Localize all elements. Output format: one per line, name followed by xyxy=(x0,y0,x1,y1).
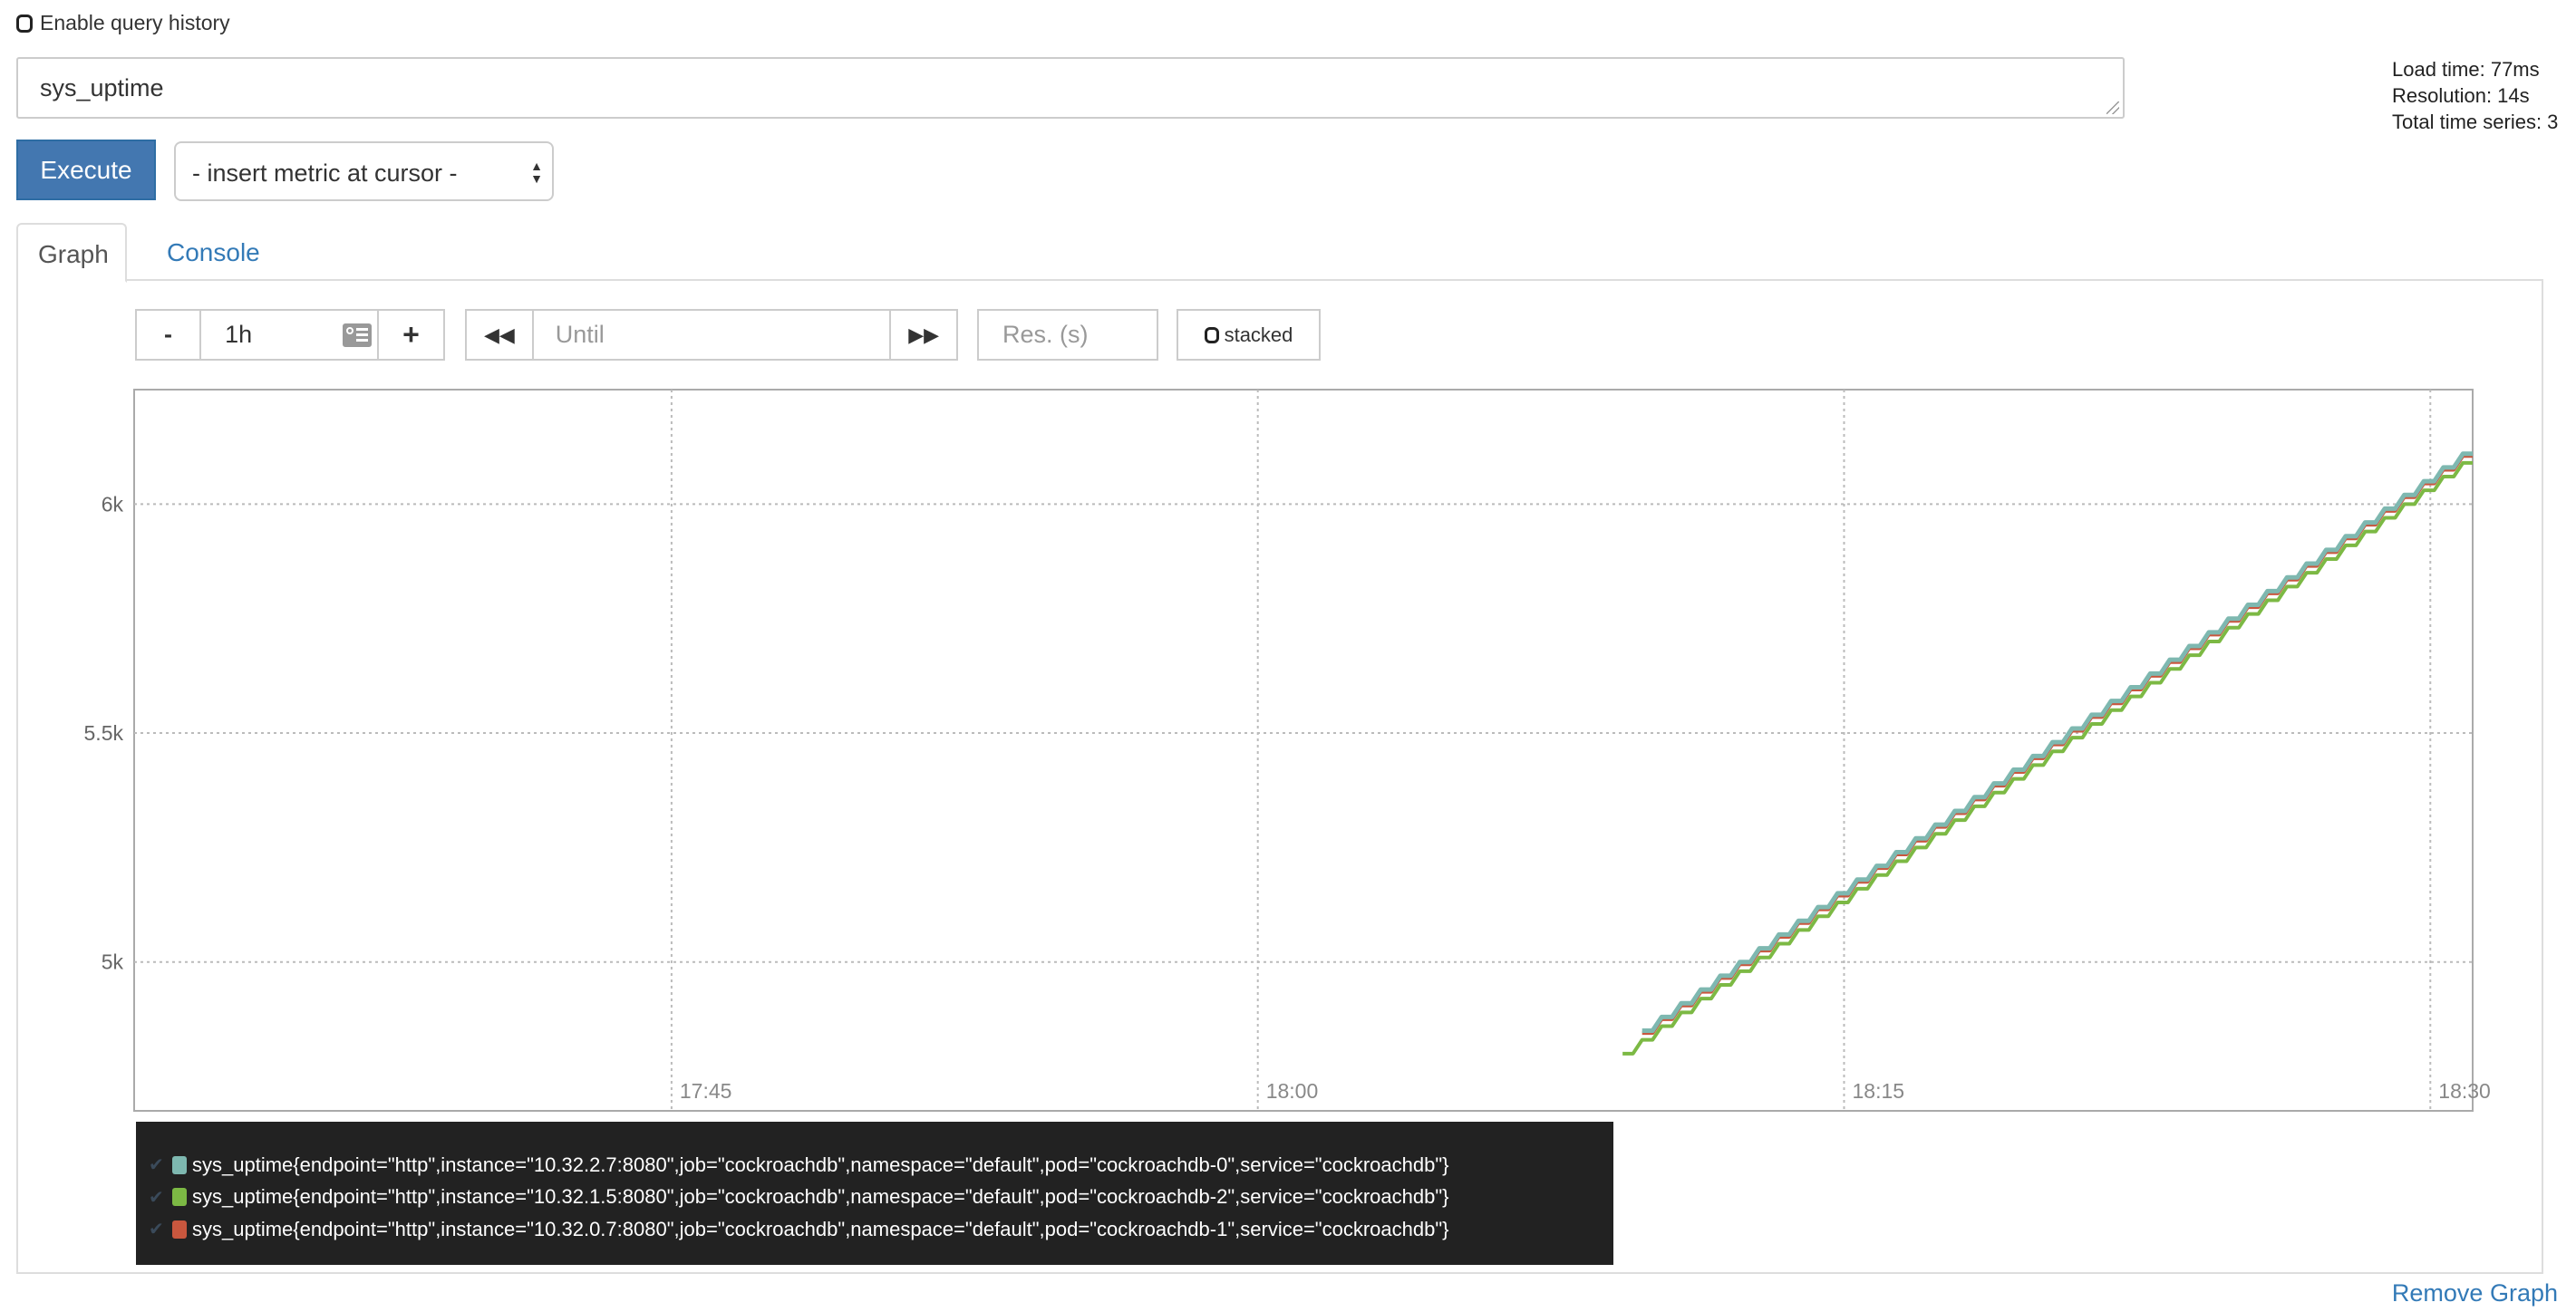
range-control: - 1h + xyxy=(135,309,445,361)
series-line xyxy=(1641,454,2473,1036)
expression-value: sys_uptime xyxy=(40,74,164,101)
graph-panel xyxy=(16,279,2543,1274)
chart-legend: ✔ sys_uptime{endpoint="http",instance="10… xyxy=(136,1122,1613,1265)
expression-input[interactable]: sys_uptime xyxy=(16,57,2125,119)
legend-item[interactable]: ✔ sys_uptime{endpoint="http",instance="10… xyxy=(149,1182,1613,1214)
check-icon[interactable]: ✔ xyxy=(149,1220,164,1240)
stacked-toggle[interactable]: stacked xyxy=(1177,309,1321,361)
select-arrows-icon: ▲ ▼ xyxy=(530,159,543,186)
query-history-checkbox[interactable] xyxy=(16,14,33,33)
check-icon[interactable]: ✔ xyxy=(149,1155,164,1176)
check-icon[interactable]: ✔ xyxy=(149,1187,164,1208)
legend-item[interactable]: ✔ sys_uptime{endpoint="http",instance="10… xyxy=(149,1213,1613,1246)
stacked-label: stacked xyxy=(1224,323,1293,346)
resolution-input[interactable]: Res. (s) xyxy=(977,309,1158,361)
range-increase-button[interactable]: + xyxy=(402,318,420,351)
y-tick-label: 5.5k xyxy=(84,721,124,745)
x-tick-label: 18:15 xyxy=(1852,1079,1904,1103)
fast-backward-icon[interactable]: ◀◀ xyxy=(467,311,534,359)
fast-forward-icon[interactable]: ▶▶ xyxy=(908,323,940,346)
legend-label: sys_uptime{endpoint="http",instance="10.… xyxy=(192,1185,1449,1209)
legend-label: sys_uptime{endpoint="http",instance="10.… xyxy=(192,1217,1449,1240)
series-line xyxy=(1641,451,2473,1034)
series-line xyxy=(1622,460,2473,1056)
until-input[interactable]: Until xyxy=(534,311,892,359)
x-tick-label: 18:30 xyxy=(2438,1079,2491,1103)
enable-query-history[interactable]: Enable query history xyxy=(16,11,230,35)
range-decrease-button[interactable]: - xyxy=(137,311,202,359)
tab-graph[interactable]: Graph xyxy=(16,223,127,283)
end-time-control: ◀◀ Until ▶▶ xyxy=(465,309,958,361)
x-tick-label: 17:45 xyxy=(680,1079,732,1103)
legend-item[interactable]: ✔ sys_uptime{endpoint="http",instance="10… xyxy=(149,1149,1613,1182)
execute-button[interactable]: Execute xyxy=(16,140,156,200)
insert-metric-selected: - insert metric at cursor - xyxy=(192,159,458,187)
calendar-icon[interactable] xyxy=(342,323,372,347)
legend-label: sys_uptime{endpoint="http",instance="10.… xyxy=(192,1153,1449,1176)
series-swatch xyxy=(172,1220,187,1239)
load-time: Load time: 77ms xyxy=(2392,58,2540,81)
range-input[interactable]: 1h xyxy=(201,311,379,359)
y-tick-label: 5k xyxy=(102,950,124,974)
total-series: Total time series: 3 xyxy=(2392,111,2559,133)
series-swatch xyxy=(172,1188,187,1207)
resize-grip-icon[interactable] xyxy=(2106,101,2119,114)
x-tick-label: 18:00 xyxy=(1266,1079,1319,1103)
tab-console[interactable]: Console xyxy=(167,238,260,266)
stacked-checkbox[interactable] xyxy=(1204,326,1219,343)
tab-bar: Graph Console xyxy=(16,223,2543,283)
query-stats: Load time: 77ms Resolution: 14s Total ti… xyxy=(2392,56,2558,135)
range-value: 1h xyxy=(225,321,253,348)
remove-graph-link[interactable]: Remove Graph xyxy=(2391,1279,2558,1307)
y-tick-label: 6k xyxy=(102,492,124,516)
plot-frame xyxy=(133,389,2474,1112)
resolution: Resolution: 14s xyxy=(2392,84,2530,107)
series-swatch xyxy=(172,1155,187,1174)
insert-metric-select[interactable]: - insert metric at cursor - ▲ ▼ xyxy=(174,141,554,201)
query-history-label: Enable query history xyxy=(40,11,230,34)
